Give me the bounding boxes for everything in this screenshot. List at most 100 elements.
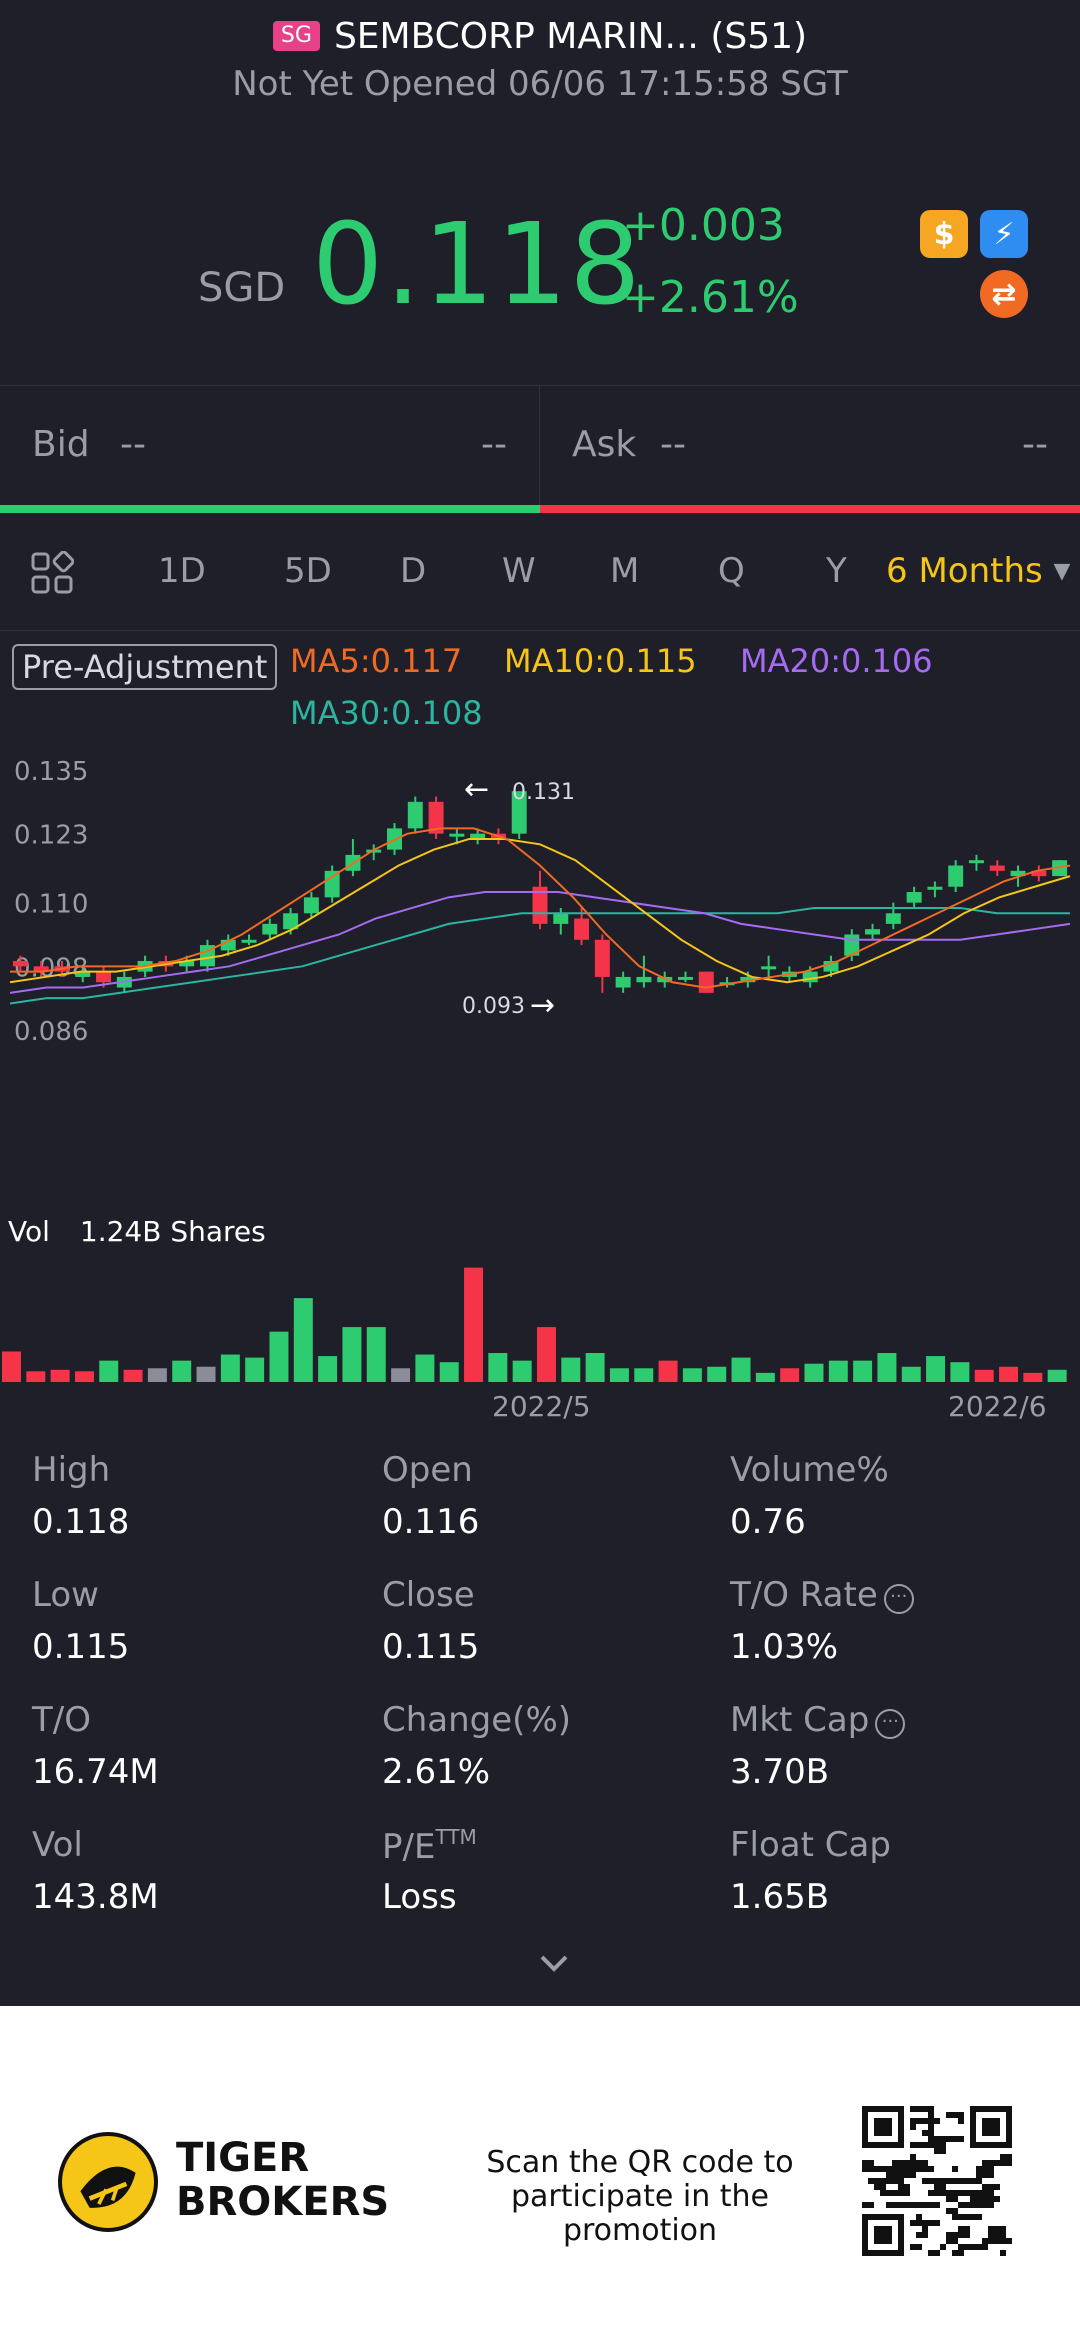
qr-module	[886, 2202, 892, 2208]
qr-module	[934, 2136, 940, 2142]
qr-module	[988, 2196, 994, 2202]
candle-body	[428, 801, 444, 834]
period-tabs: 1D 5D D W M Q Y 6 Months ▼	[0, 513, 1080, 631]
volume-bar	[853, 1360, 873, 1382]
qr-module	[910, 2166, 916, 2172]
flash-icon[interactable]: ⚡	[980, 210, 1028, 258]
qr-module	[940, 2142, 946, 2148]
volume-bar	[318, 1356, 338, 1382]
volume-bar	[537, 1327, 556, 1382]
volume-bar	[755, 1372, 775, 1382]
qr-module	[952, 2112, 958, 2118]
qr-module	[868, 2178, 874, 2184]
qr-module	[862, 2160, 868, 2166]
qr-module	[934, 2190, 940, 2196]
candle-body	[927, 886, 943, 890]
ask-price: --	[660, 424, 686, 465]
expand-chevron-icon[interactable]	[536, 1945, 572, 1981]
ma30-line	[9, 906, 1070, 1005]
stat-volume-pct: Volume% 0.76	[730, 1450, 1070, 1542]
qr-module	[1000, 2154, 1006, 2160]
tab-6-months[interactable]: 6 Months ▼	[886, 551, 1070, 591]
volume-bar	[366, 1327, 386, 1382]
tab-1d[interactable]: 1D	[158, 551, 206, 591]
qr-module	[964, 2226, 970, 2232]
qr-module	[994, 2184, 1000, 2190]
brand-line-1: TIGER	[176, 2135, 310, 2181]
tab-month[interactable]: M	[610, 551, 640, 591]
qr-module	[910, 2106, 916, 2112]
more-info-icon[interactable]: ···	[875, 1709, 906, 1739]
tab-quarter[interactable]: Q	[718, 551, 745, 591]
qr-module	[964, 2190, 970, 2196]
qr-module	[988, 2160, 994, 2166]
tab-year[interactable]: Y	[826, 551, 847, 591]
stat-label-text: Mkt Cap	[730, 1700, 870, 1740]
qr-module	[904, 2166, 910, 2172]
qr-finder	[862, 2142, 904, 2148]
volume-bar	[609, 1368, 629, 1382]
stat-value: 0.115	[382, 1627, 480, 1667]
qr-module	[952, 2178, 958, 2184]
volume-bar	[585, 1353, 605, 1382]
qr-module	[934, 2148, 940, 2154]
qr-finder	[874, 2226, 892, 2244]
ask-label: Ask	[572, 424, 637, 465]
bid-ratio-bar	[0, 505, 540, 513]
qr-finder	[862, 2214, 904, 2220]
qr-module	[994, 2160, 1000, 2166]
stock-name: SEMBCORP MARIN... (S51)	[333, 16, 808, 57]
stat-value: Loss	[382, 1877, 457, 1917]
y-tick-label: 0.086	[14, 1017, 88, 1047]
volume-bar	[926, 1356, 946, 1382]
qr-module	[952, 2250, 958, 2256]
left-arrow-icon: ←	[464, 772, 489, 807]
currency-label: SGD	[198, 265, 286, 311]
candle-body	[636, 976, 652, 983]
qr-module	[952, 2166, 958, 2172]
qr-module	[964, 2244, 970, 2250]
qr-module	[970, 2178, 976, 2184]
qr-module	[982, 2238, 988, 2244]
qr-module	[976, 2166, 982, 2172]
stat-label: Close	[382, 1575, 475, 1615]
qr-module	[994, 2238, 1000, 2244]
volume-bar	[293, 1298, 313, 1382]
ma10-label: MA10:0.115	[504, 642, 697, 680]
stat-value: 16.74M	[32, 1752, 159, 1792]
qr-module	[1000, 2232, 1006, 2238]
qr-module	[958, 2136, 964, 2142]
stock-title: SG SEMBCORP MARIN... (S51)	[0, 16, 1080, 57]
qr-module	[958, 2226, 964, 2232]
stat-turnover: T/O 16.74M	[32, 1700, 372, 1792]
candle-body	[574, 918, 590, 940]
qr-module	[964, 2214, 970, 2220]
qr-module	[994, 2196, 1000, 2202]
qr-code[interactable]	[862, 2106, 1012, 2256]
qr-module	[958, 2244, 964, 2250]
qr-module	[910, 2118, 916, 2124]
qr-module	[910, 2244, 916, 2250]
pre-adjustment-toggle[interactable]: Pre-Adjustment	[12, 644, 278, 690]
tab-5d[interactable]: 5D	[284, 551, 332, 591]
stat-value: 2.61%	[382, 1752, 491, 1792]
qr-module	[976, 2214, 982, 2220]
date-label-june: 2022/6	[948, 1390, 1047, 1423]
qr-module	[958, 2112, 964, 2118]
market-badge: SG	[272, 21, 320, 51]
candlestick-chart[interactable]: 0.135 0.123 0.110 0.098 0.086 0.131 ← 0.093 →	[0, 750, 1080, 1400]
qr-module	[970, 2202, 976, 2208]
swap-icon[interactable]: ⇄	[980, 270, 1028, 318]
qr-module	[880, 2190, 886, 2196]
more-info-icon[interactable]: ···	[883, 1584, 914, 1614]
qr-finder	[862, 2106, 868, 2148]
tab-day[interactable]: D	[400, 551, 427, 591]
stat-label: Change(%)	[382, 1700, 572, 1740]
qr-module	[928, 2136, 934, 2142]
volume-bar	[804, 1363, 824, 1382]
dollar-icon[interactable]: $	[920, 210, 968, 258]
tab-week[interactable]: W	[502, 551, 536, 591]
qr-module	[886, 2172, 892, 2178]
layout-grid-icon[interactable]	[30, 551, 74, 595]
volume-bar	[731, 1357, 751, 1382]
